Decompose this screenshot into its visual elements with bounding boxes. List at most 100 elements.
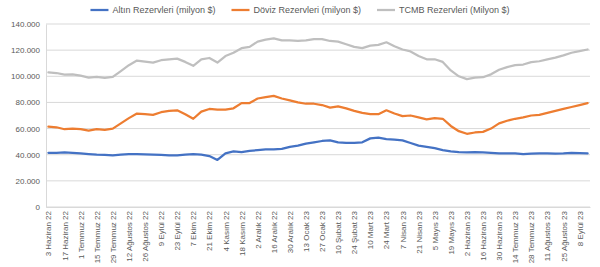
y-tick: 20.000: [16, 177, 46, 186]
x-axis-line: [47, 207, 591, 208]
x-tick-label: 26 Ağustos 22: [141, 210, 150, 261]
legend-item: Altın Rezervleri (milyon $): [90, 5, 215, 15]
x-tick-label: 30 Aralık 22: [286, 210, 295, 253]
x-tick-label: 18 Kasım 22: [238, 210, 247, 255]
x-tick: 1 Temmuz 22: [77, 207, 86, 259]
x-tick: 24 Mart 23: [382, 207, 391, 249]
x-tick: 27 Ocak 23: [318, 207, 327, 252]
x-tick-label: 8 Eylül 23: [576, 210, 585, 246]
x-tick: 7 Ekim 22: [189, 207, 198, 247]
x-tick-label: 28 Temmuz 23: [527, 210, 536, 263]
legend-swatch: [231, 9, 249, 11]
y-tick-label: 60.000: [16, 125, 41, 134]
x-tick-label: 13 Ocak 23: [302, 210, 311, 251]
x-tick-label: 21 Ekim 22: [205, 210, 214, 251]
y-tick: 120.000: [11, 46, 46, 55]
x-tick: 3 Haziran 22: [44, 207, 53, 256]
x-tick-label: 29 Temmuz 22: [109, 210, 118, 263]
x-tick-label: 14 Temmuz 23: [511, 210, 520, 263]
x-tick-label: 23 Eylül 22: [173, 210, 182, 250]
series-group: [48, 38, 587, 160]
y-axis-line: [46, 25, 47, 208]
x-tick: 24 Şubat 23: [350, 207, 359, 254]
x-tick: 25 Ağustos 23: [560, 207, 569, 262]
x-tick-label: 16 Aralık 22: [270, 210, 279, 253]
y-tick-label: 100.000: [11, 72, 40, 81]
legend-label: Döviz Rezervleri (milyon $): [253, 5, 361, 15]
x-tick-label: 11 Ağustos 23: [543, 210, 552, 261]
x-tick: 16 Aralık 22: [270, 207, 279, 253]
y-tick: 140.000: [11, 20, 46, 29]
chart-svg: 0 20.000 40.000 60.000 80.000 100.000 120.000 1…: [0, 0, 600, 267]
y-axis: 0 20.000 40.000 60.000 80.000 100.000 120.000 1…: [11, 20, 46, 212]
series-line: [48, 96, 587, 134]
x-tick: 13 Ocak 23: [302, 207, 311, 252]
x-tick: 30 Aralık 22: [286, 207, 295, 253]
x-tick: 18 Kasım 22: [238, 207, 247, 256]
x-tick: 10 Şubat 23: [334, 207, 343, 254]
x-tick: 10 Mart 23: [366, 207, 375, 249]
y-tick-label: 120.000: [11, 46, 40, 55]
x-tick: 17 Haziran 22: [61, 207, 70, 261]
x-tick: 29 Temmuz 22: [109, 207, 118, 263]
x-tick-label: 25 Ağustos 23: [560, 210, 569, 261]
x-tick-label: 21 Nisan 23: [415, 210, 424, 253]
y-tick: 60.000: [16, 125, 46, 134]
x-tick-label: 9 Eylül 22: [157, 210, 166, 246]
x-tick-label: 4 Kasım 22: [222, 210, 231, 251]
x-tick-label: 16 Haziran 23: [479, 210, 488, 260]
x-tick-label: 24 Mart 23: [382, 210, 391, 249]
y-tick-label: 0: [36, 203, 41, 212]
x-tick-label: 10 Mart 23: [366, 210, 375, 249]
grid-line: [46, 50, 590, 51]
y-tick: 0: [36, 203, 46, 212]
legend-item: Döviz Rezervleri (milyon $): [231, 5, 361, 15]
x-tick: 23 Eylül 22: [173, 207, 182, 251]
x-tick: 8 Eylül 23: [576, 207, 585, 246]
x-tick: 9 Eylül 22: [157, 207, 166, 246]
x-tick-label: 10 Şubat 23: [334, 210, 343, 254]
y-tick: 80.000: [16, 98, 46, 107]
x-axis: 3 Haziran 22 17 Haziran 22 1 Temmuz 22 15 T…: [44, 207, 590, 263]
x-tick-label: 17 Haziran 22: [61, 210, 70, 260]
legend-swatch: [377, 9, 395, 11]
x-tick-label: 2 Haziran 23: [463, 210, 472, 256]
legend-label: TCMB Rezervleri (Milyon $): [399, 5, 510, 15]
series-line: [48, 38, 587, 79]
x-tick-label: 12 Ağustos 22: [125, 210, 134, 261]
x-tick: 11 Ağustos 23: [543, 207, 552, 261]
y-tick: 40.000: [16, 151, 46, 160]
x-tick-label: 24 Şubat 23: [350, 210, 359, 254]
y-tick-label: 20.000: [16, 177, 41, 186]
grid-line: [46, 102, 590, 103]
x-tick-label: 19 Mayıs 23: [447, 210, 456, 254]
background: [0, 0, 600, 267]
x-tick: 4 Kasım 22: [222, 207, 231, 251]
x-tick: 15 Temmuz 22: [93, 207, 102, 263]
x-tick: 12 Ağustos 22: [125, 207, 134, 262]
x-tick: 2 Haziran 23: [463, 207, 472, 256]
x-tick: 26 Ağustos 22: [141, 207, 150, 262]
x-tick: 14 Temmuz 23: [511, 207, 520, 263]
grid-line: [46, 76, 590, 77]
x-tick-label: 5 Mayıs 23: [431, 210, 440, 250]
grid-line: [46, 128, 590, 129]
legend-label: Altın Rezervleri (milyon $): [112, 5, 215, 15]
y-tick-label: 80.000: [16, 98, 41, 107]
x-tick: 21 Ekim 22: [205, 207, 214, 251]
x-tick-label: 15 Temmuz 22: [93, 210, 102, 263]
x-tick: 28 Temmuz 23: [527, 207, 536, 263]
x-tick: 21 Nisan 23: [415, 207, 424, 254]
grid-line: [46, 180, 590, 181]
legend-swatch: [90, 9, 108, 11]
x-tick: 19 Mayıs 23: [447, 207, 456, 255]
x-tick: 16 Haziran 23: [479, 207, 488, 261]
x-tick-label: 7 Nisan 23: [399, 210, 408, 249]
legend-item: TCMB Rezervleri (Milyon $): [377, 5, 510, 15]
x-tick: 30 Haziran 23: [495, 207, 504, 261]
x-tick-label: 30 Haziran 23: [495, 210, 504, 260]
y-tick-label: 40.000: [16, 151, 41, 160]
grid-line: [46, 207, 590, 208]
chart-container: 0 20.000 40.000 60.000 80.000 100.000 120.000 1…: [0, 0, 600, 267]
x-tick-label: 27 Ocak 23: [318, 210, 327, 251]
